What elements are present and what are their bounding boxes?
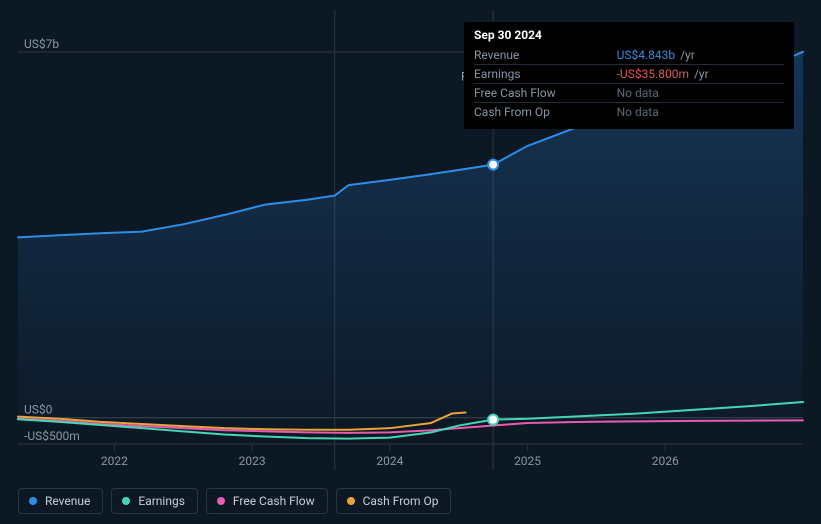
y-axis-label: -US$500m xyxy=(24,429,80,443)
data-point-tooltip: Sep 30 2024 RevenueUS$4.843b /yrEarnings… xyxy=(464,22,794,129)
tooltip-row-label: Cash From Op xyxy=(474,103,617,122)
tooltip-row: Free Cash FlowNo data xyxy=(474,84,784,103)
tooltip-row-label: Free Cash Flow xyxy=(474,84,617,103)
financial-forecast-chart: US$7bUS$0-US$500mPastAnalysts Forecasts2… xyxy=(0,0,821,524)
legend-dot-icon xyxy=(347,497,355,505)
legend-dot-icon xyxy=(122,497,130,505)
legend-label: Cash From Op xyxy=(363,494,439,508)
legend-label: Revenue xyxy=(45,494,90,508)
tooltip-row-value: No data xyxy=(617,103,784,122)
tooltip-row-value: No data xyxy=(617,84,784,103)
tooltip-row-label: Earnings xyxy=(474,65,617,84)
tooltip-title: Sep 30 2024 xyxy=(474,28,784,42)
data-point-marker xyxy=(488,415,498,425)
tooltip-row-label: Revenue xyxy=(474,46,617,65)
legend-dot-icon xyxy=(29,497,37,505)
legend: Revenue Earnings Free Cash Flow Cash From O… xyxy=(18,488,451,514)
y-axis-label: US$7b xyxy=(24,37,59,51)
legend-item-fcf[interactable]: Free Cash Flow xyxy=(206,488,328,514)
tooltip-row: Cash From OpNo data xyxy=(474,103,784,122)
tooltip-row-value: -US$35.800m /yr xyxy=(617,65,784,84)
tooltip-row: Earnings-US$35.800m /yr xyxy=(474,65,784,84)
legend-label: Free Cash Flow xyxy=(233,494,315,508)
legend-item-revenue[interactable]: Revenue xyxy=(18,488,103,514)
legend-item-earnings[interactable]: Earnings xyxy=(111,488,198,514)
legend-dot-icon xyxy=(217,497,225,505)
legend-label: Earnings xyxy=(138,494,185,508)
x-axis-label: 2022 xyxy=(101,454,128,468)
tooltip-row: RevenueUS$4.843b /yr xyxy=(474,46,784,65)
legend-item-cfo[interactable]: Cash From Op xyxy=(336,488,452,514)
x-axis-label: 2024 xyxy=(376,454,403,468)
x-axis-label: 2025 xyxy=(514,454,541,468)
tooltip-table: RevenueUS$4.843b /yrEarnings-US$35.800m … xyxy=(474,46,784,121)
data-point-marker xyxy=(488,160,498,170)
tooltip-row-value: US$4.843b /yr xyxy=(617,46,784,65)
x-axis-label: 2026 xyxy=(652,454,679,468)
x-axis-label: 2023 xyxy=(239,454,266,468)
